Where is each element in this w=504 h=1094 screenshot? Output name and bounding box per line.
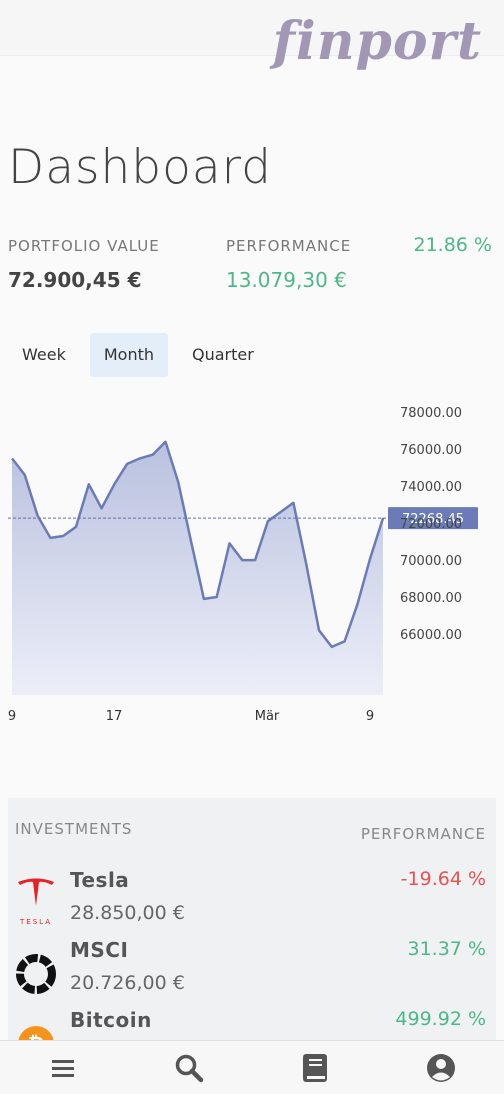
svg-text:TESLA: TESLA <box>19 918 52 926</box>
portfolio-chart: 72268.45 78000.00 76000.00 74000.00 72000.0… <box>8 406 478 724</box>
y-tick-label: 78000.00 <box>400 406 462 421</box>
chart-line <box>11 440 385 649</box>
top-bar: finport <box>0 0 504 68</box>
nav-menu-button[interactable] <box>43 1048 83 1088</box>
portfolio-value-label: PORTFOLIO VALUE <box>8 237 160 255</box>
y-tick-label: 70000.00 <box>400 554 462 569</box>
user-icon <box>427 1053 455 1082</box>
tesla-logo-icon: TESLA <box>18 878 54 926</box>
current-value-label: 72268.45 <box>402 512 464 527</box>
page-title: Dashboard <box>8 140 272 195</box>
book-icon <box>303 1053 327 1082</box>
nav-search-button[interactable] <box>169 1048 209 1088</box>
y-tick-label: 66000.00 <box>400 628 462 643</box>
investment-name: Bitcoin <box>70 1008 152 1032</box>
y-tick-label: 68000.00 <box>400 591 462 606</box>
x-tick-label: 17 <box>106 709 123 724</box>
performance-label: PERFORMANCE <box>226 237 352 255</box>
period-tabs: Week Month Quarter <box>8 333 268 377</box>
investment-row-tesla[interactable]: TESLA Tesla 28.850,00 € -19.64 % <box>8 868 496 938</box>
tab-week[interactable]: Week <box>22 345 66 364</box>
investments-performance-header: PERFORMANCE <box>360 825 486 843</box>
x-tick-label: 9 <box>8 709 16 724</box>
investment-row-msci[interactable]: MSCI 20.726,00 € 31.37 % <box>8 938 496 1008</box>
tab-quarter[interactable]: Quarter <box>192 345 254 364</box>
investment-performance: 31.37 % <box>407 938 487 960</box>
nav-profile-button[interactable] <box>421 1048 461 1088</box>
x-tick-label: 9 <box>366 709 374 724</box>
performance-percent: 21.86 % <box>413 234 493 256</box>
menu-icon <box>52 1059 74 1077</box>
investment-amount: 20.726,00 € <box>70 972 185 994</box>
investment-name: Tesla <box>70 868 130 892</box>
search-icon <box>175 1054 204 1082</box>
nav-book-button[interactable] <box>295 1048 335 1088</box>
investments-panel: INVESTMENTS PERFORMANCE TESLA Tesla 28.8… <box>8 798 496 1058</box>
performance-value: 13.079,30 € <box>226 268 347 292</box>
y-tick-label: 74000.00 <box>400 480 462 495</box>
investment-amount: 28.850,00 € <box>70 902 185 924</box>
current-value-badge: 72268.45 <box>388 507 478 530</box>
app-logo: finport <box>272 11 482 72</box>
portfolio-value: 72.900,45 € <box>8 268 142 292</box>
investment-name: MSCI <box>70 938 129 962</box>
investment-performance: 499.92 % <box>395 1008 486 1030</box>
msci-ring-icon <box>16 954 56 994</box>
y-tick-label: 72000.00 <box>400 517 462 532</box>
bottom-nav <box>0 1040 504 1094</box>
tab-month[interactable]: Month <box>89 333 168 377</box>
investments-header: INVESTMENTS <box>15 820 133 838</box>
x-tick-label: Mär <box>255 709 280 724</box>
y-tick-label: 76000.00 <box>400 443 462 458</box>
investment-performance: -19.64 % <box>400 868 486 890</box>
